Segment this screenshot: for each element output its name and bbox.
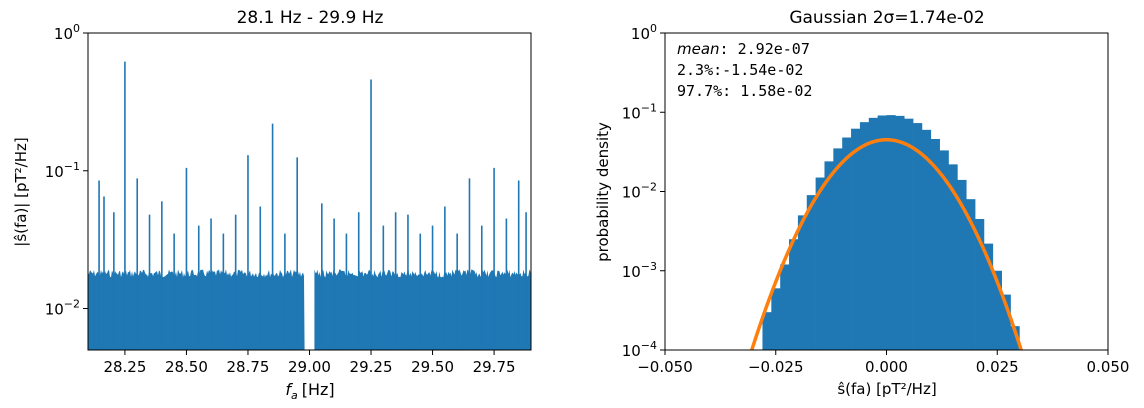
left-y-ticks: 100 10−1 10−2: [45, 22, 88, 319]
x-tick-label: 28.75: [226, 358, 269, 376]
annotation-mean-label: mean: [677, 40, 720, 58]
histogram-bar: [921, 129, 932, 350]
histogram-bar: [842, 137, 852, 350]
y-tick-label: 10−2: [45, 298, 80, 319]
left-x-axis-label: fa [Hz]: [285, 380, 334, 402]
left-x-ticks: 28.25 28.50 28.75 29.00 29.25 29.50 29.75: [103, 350, 516, 376]
histogram-bar: [789, 239, 799, 350]
histogram-bar: [939, 150, 949, 350]
y-tick-label: 100: [54, 22, 80, 43]
annotation-mean-value: : 2.92e-07: [720, 40, 810, 58]
histogram-bar: [895, 115, 905, 350]
left-title: 28.1 Hz - 29.9 Hz: [237, 8, 384, 28]
y-tick-label: 10−4: [622, 339, 657, 360]
histogram-bar: [904, 118, 914, 351]
x-tick-label: −0.025: [748, 358, 804, 376]
y-tick-label: 10−2: [622, 181, 657, 202]
y-tick-label: 10−1: [622, 101, 657, 122]
histogram-bar: [948, 164, 958, 350]
left-xlabel-unit: [Hz]: [302, 380, 335, 399]
right-y-axis-label: probability density: [594, 122, 612, 262]
annotation-mean: mean: 2.92e-07: [677, 40, 810, 58]
histogram-bar: [1010, 326, 1020, 350]
histogram-bar: [975, 218, 985, 350]
right-x-ticks: −0.050 −0.025 0.000 0.025 0.050: [637, 350, 1129, 376]
histogram-bar: [806, 195, 816, 350]
histogram-bar: [957, 179, 967, 350]
histogram-bar: [771, 288, 781, 350]
histogram-bar: [886, 115, 896, 350]
histogram-bar: [859, 122, 870, 350]
histogram-bar: [992, 270, 1002, 350]
histogram-bar: [780, 264, 790, 350]
left-xlabel-f: f: [285, 380, 293, 399]
spectrum-noise-band: [314, 269, 531, 350]
x-tick-label: 29.25: [350, 358, 393, 376]
x-tick-label: 0.025: [976, 358, 1019, 376]
histogram-bar: [868, 117, 878, 350]
x-tick-label: 29.50: [411, 358, 454, 376]
right-plot-area: [750, 115, 1023, 351]
right-title: Gaussian 2σ=1.74e-02: [789, 8, 984, 28]
annotation-upper-quantile: 97.7%: 1.58e-02: [677, 82, 812, 100]
left-xlabel-sub: a: [291, 389, 298, 402]
right-panel: Gaussian 2σ=1.74e-02 −0.050 −0.025 0.000 0.…: [594, 8, 1129, 398]
x-tick-label: 0.000: [865, 358, 908, 376]
histogram-bar: [930, 138, 940, 350]
right-x-axis-label: ŝ(fa) [pT²/Hz]: [837, 380, 936, 398]
left-panel: 28.1 Hz - 29.9 Hz 28.25 28.50 28.75 29.00 29…: [12, 8, 532, 402]
histogram-bar: [815, 177, 825, 350]
x-tick-label: 29.00: [288, 358, 331, 376]
y-tick-label: 100: [631, 22, 657, 43]
histogram-bar: [913, 123, 923, 350]
y-tick-label: 10−3: [622, 260, 657, 281]
x-tick-label: 28.25: [103, 358, 146, 376]
left-y-axis-label: |ŝ(fa)| [pT²/Hz]: [12, 137, 30, 246]
histogram-bar: [797, 215, 808, 350]
spectrum-noise-band: [88, 269, 305, 350]
histogram-bar: [1001, 294, 1011, 350]
histogram-bar: [877, 115, 887, 350]
left-plot-area: [88, 61, 531, 350]
x-tick-label: −0.050: [637, 358, 693, 376]
histogram-bar: [833, 148, 843, 350]
gaussian-fit-curve: [750, 137, 1023, 351]
stats-annotation: mean: 2.92e-07 2.3%:-1.54e-02 97.7%: 1.5…: [677, 40, 812, 100]
histogram-bar: [966, 199, 976, 350]
histogram-bar: [824, 161, 834, 350]
x-tick-label: 0.050: [1087, 358, 1130, 376]
histogram-bar: [762, 312, 772, 350]
y-tick-label: 10−1: [45, 160, 80, 181]
annotation-lower-quantile: 2.3%:-1.54e-02: [677, 61, 803, 79]
x-tick-label: 29.75: [473, 358, 516, 376]
histogram-bar: [851, 128, 861, 350]
histogram-bar: [983, 243, 994, 350]
x-tick-label: 28.50: [165, 358, 208, 376]
right-y-ticks: 100 10−1 10−2 10−3 10−4: [622, 22, 665, 360]
